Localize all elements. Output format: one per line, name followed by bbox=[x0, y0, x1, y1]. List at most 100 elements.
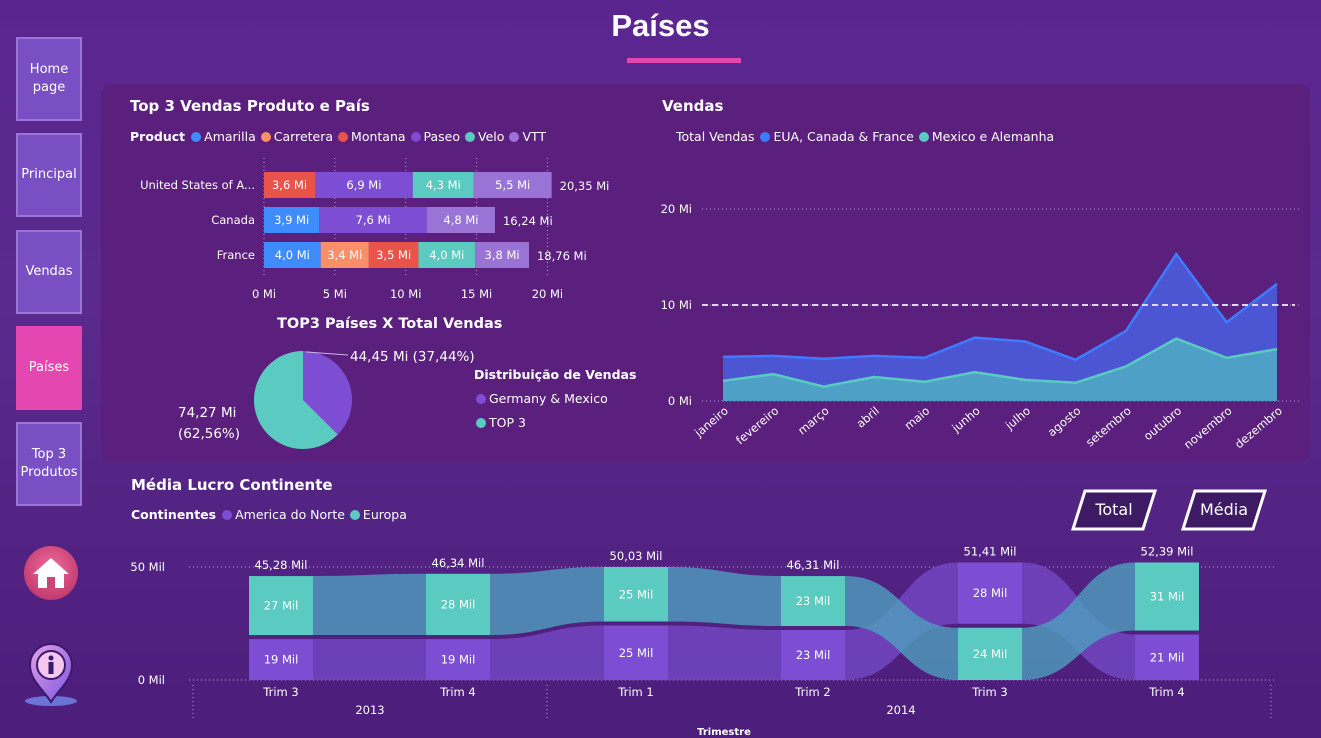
x-axis-title: Trimestre bbox=[697, 727, 751, 738]
bar-segment-montana[interactable] bbox=[368, 242, 419, 268]
line-mexico-e-alemanha bbox=[722, 337, 1278, 388]
column-total-label: 45,28 Mil bbox=[255, 558, 308, 572]
pie-legend-item-germany-mexico[interactable]: Germany & Mexico bbox=[476, 391, 608, 406]
ribbon-europa bbox=[490, 567, 604, 636]
y-tick-label: 0 Mi bbox=[668, 394, 692, 408]
bar-segment-amarilla[interactable] bbox=[264, 242, 321, 268]
bar-data-label: 6,9 Mi bbox=[346, 178, 381, 192]
x-tick-label: março bbox=[795, 404, 832, 438]
column-europa[interactable] bbox=[781, 576, 845, 627]
lucro-legend: Continentes America do Norte Europa bbox=[131, 507, 412, 522]
bar-data-label: 5,5 Mi bbox=[495, 178, 530, 192]
bar-segment-velo[interactable] bbox=[418, 242, 476, 268]
top3-chart-title: Top 3 Vendas Produto e País bbox=[130, 97, 370, 115]
nav-top3-produtos-button[interactable]: Top 3 Produtos bbox=[16, 422, 82, 506]
total-button-label: Total bbox=[1095, 500, 1133, 519]
pie-slice-label: 44,45 Mi (37,44%) bbox=[350, 349, 475, 365]
column-data-label: 25 Mil bbox=[619, 587, 654, 601]
column-america-do-norte[interactable] bbox=[1135, 634, 1199, 680]
ribbon-europa bbox=[845, 576, 958, 680]
lucro-ribbon-chart: 0 Mil 50 Mil 19 Mil 27 Mil 45,28 Mil Trim 3 19… bbox=[130, 544, 1276, 738]
bar-segment-carretera[interactable] bbox=[320, 242, 369, 268]
nav-paises-button[interactable]: Países bbox=[16, 326, 82, 410]
page-title: Países bbox=[611, 8, 710, 43]
bar-segment-velo[interactable] bbox=[412, 172, 474, 198]
pie-slice-germany-mexico[interactable] bbox=[303, 351, 352, 435]
column-europa[interactable] bbox=[604, 567, 668, 622]
ribbon-america-do-norte bbox=[668, 625, 781, 680]
x-tick-label: 20 Mi bbox=[532, 287, 563, 301]
row-label: United States of A... bbox=[140, 178, 255, 192]
x-tick-label: junho bbox=[948, 404, 982, 436]
bar-segment-vtt[interactable] bbox=[475, 242, 529, 268]
pie-legend-title: Distribuição de Vendas bbox=[474, 367, 637, 382]
x-tick-label: julho bbox=[1002, 404, 1033, 433]
top3-bar-chart: 0 Mi 5 Mi 10 Mi 15 Mi 20 Mi United States of … bbox=[140, 158, 609, 301]
nav-home-page-button[interactable]: Home page bbox=[16, 37, 82, 121]
column-america-do-norte[interactable] bbox=[958, 562, 1022, 624]
column-europa[interactable] bbox=[958, 627, 1022, 680]
column-data-label: 24 Mil bbox=[973, 647, 1008, 661]
home-icon[interactable] bbox=[23, 545, 79, 601]
column-data-label: 25 Mil bbox=[619, 646, 654, 660]
bar-segment-vtt[interactable] bbox=[426, 207, 495, 233]
bar-data-label: 3,9 Mi bbox=[274, 213, 309, 227]
column-america-do-norte[interactable] bbox=[781, 630, 845, 680]
x-tick-label: outubro bbox=[1141, 404, 1184, 444]
nav-principal-button[interactable]: Principal bbox=[16, 133, 82, 217]
nav-vendas-button[interactable]: Vendas bbox=[16, 230, 82, 314]
pie-chart-title: TOP3 Países X Total Vendas bbox=[277, 316, 503, 332]
bar-data-label: 3,5 Mi bbox=[376, 248, 411, 262]
x-tick-label: janeiro bbox=[691, 404, 731, 441]
x-tick-label: dezembro bbox=[1232, 404, 1285, 452]
ribbon-europa bbox=[668, 567, 781, 627]
area-mexico-e-alemanha[interactable] bbox=[723, 338, 1277, 401]
legend-item-mexico-alemanha[interactable]: Mexico e Alemanha bbox=[918, 129, 1054, 144]
bar-segment-paseo[interactable] bbox=[319, 207, 427, 233]
column-data-label: 23 Mil bbox=[796, 648, 831, 662]
column-europa[interactable] bbox=[1135, 562, 1199, 631]
x-tick-label: 0 Mi bbox=[252, 287, 276, 301]
bar-data-label: 3,8 Mi bbox=[485, 248, 520, 262]
column-total-label: 51,41 Mil bbox=[964, 544, 1017, 558]
info-location-icon[interactable] bbox=[22, 640, 80, 708]
column-total-label: 52,39 Mil bbox=[1141, 544, 1194, 558]
bar-segment-paseo[interactable] bbox=[315, 172, 413, 198]
bar-data-label: 4,3 Mi bbox=[426, 178, 461, 192]
legend-item-velo[interactable]: Velo bbox=[465, 129, 504, 144]
legend-item-eua[interactable]: EUA, Canada & France bbox=[760, 129, 914, 144]
column-europa[interactable] bbox=[426, 573, 490, 636]
ribbon-america-do-norte bbox=[490, 625, 604, 680]
column-europa[interactable] bbox=[249, 576, 313, 636]
legend-item-america-do-norte[interactable]: America do Norte bbox=[222, 507, 345, 522]
row-label: France bbox=[217, 248, 255, 262]
x-tick-label: setembro bbox=[1083, 404, 1134, 450]
column-data-label: 31 Mil bbox=[1150, 590, 1185, 604]
column-america-do-norte[interactable] bbox=[426, 639, 490, 680]
column-data-label: 21 Mil bbox=[1150, 650, 1185, 664]
legend-item-montana[interactable]: Montana bbox=[338, 129, 406, 144]
pie-slice-top-3[interactable] bbox=[254, 351, 338, 449]
column-america-do-norte[interactable] bbox=[249, 639, 313, 680]
column-america-do-norte[interactable] bbox=[604, 625, 668, 681]
x-tick-label: Trim 1 bbox=[617, 685, 653, 699]
nav-label: Top 3 Produtos bbox=[20, 447, 78, 480]
bar-data-label: 4,0 Mi bbox=[275, 248, 310, 262]
bar-segment-vtt[interactable] bbox=[473, 172, 552, 198]
legend-item-europa[interactable]: Europa bbox=[349, 507, 407, 522]
total-button[interactable]: Total bbox=[1071, 488, 1157, 532]
x-tick-label: Trim 3 bbox=[262, 685, 298, 699]
legend-item-amarilla[interactable]: Amarilla bbox=[191, 129, 256, 144]
legend-item-carretera[interactable]: Carretera bbox=[260, 129, 333, 144]
pie-slice-label: (62,56%) bbox=[178, 426, 240, 442]
year-label: 2014 bbox=[886, 703, 915, 717]
column-data-label: 27 Mil bbox=[264, 599, 299, 613]
x-tick-label: 10 Mi bbox=[390, 287, 421, 301]
year-label: 2013 bbox=[355, 703, 384, 717]
pie-legend-item-top3[interactable]: TOP 3 bbox=[476, 415, 526, 430]
media-button[interactable]: Média bbox=[1181, 488, 1267, 532]
bar-segment-amarilla[interactable] bbox=[264, 207, 320, 233]
bar-segment-montana[interactable] bbox=[264, 172, 316, 198]
legend-item-vtt[interactable]: VTT bbox=[509, 129, 546, 144]
legend-item-paseo[interactable]: Paseo bbox=[410, 129, 460, 144]
